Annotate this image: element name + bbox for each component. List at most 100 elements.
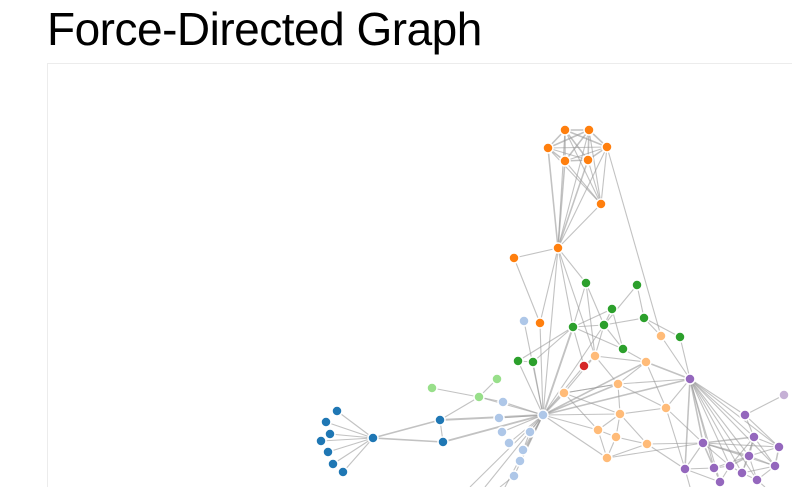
graph-link <box>557 146 608 249</box>
graph-link <box>513 257 541 324</box>
graph-link <box>588 129 602 205</box>
graph-node[interactable] <box>655 330 667 342</box>
graph-node[interactable] <box>315 435 327 447</box>
graph-node[interactable] <box>714 476 726 487</box>
graph-link <box>517 360 544 416</box>
graph-node[interactable] <box>610 431 622 443</box>
graph-node[interactable] <box>640 356 652 368</box>
graph-node[interactable] <box>503 437 515 449</box>
graph-node[interactable] <box>748 431 760 443</box>
graph-link <box>606 146 662 337</box>
graph-node[interactable] <box>493 412 505 424</box>
graph-node[interactable] <box>660 402 672 414</box>
graph-node[interactable] <box>631 279 643 291</box>
graph-node[interactable] <box>580 277 592 289</box>
graph-node[interactable] <box>601 141 613 153</box>
graph-link <box>606 443 648 459</box>
graph-node[interactable] <box>491 373 503 385</box>
graph-node[interactable] <box>518 315 530 327</box>
graph-node[interactable] <box>552 242 564 254</box>
graph-node[interactable] <box>426 382 438 394</box>
graph-node[interactable] <box>578 360 590 372</box>
graph-node[interactable] <box>508 470 520 482</box>
graph-link <box>542 414 599 431</box>
graph-node[interactable] <box>497 396 509 408</box>
graph-node[interactable] <box>697 437 709 449</box>
graph-link <box>517 326 574 362</box>
graph-node[interactable] <box>736 467 748 479</box>
graph-node[interactable] <box>612 378 624 390</box>
graph-node[interactable] <box>606 303 618 315</box>
graph-node[interactable] <box>567 321 579 333</box>
graph-node[interactable] <box>684 373 696 385</box>
graph-node[interactable] <box>473 391 485 403</box>
graph-node[interactable] <box>537 409 549 421</box>
graph-node[interactable] <box>437 436 449 448</box>
graph-node[interactable] <box>559 124 571 136</box>
graph-node[interactable] <box>724 460 736 472</box>
graph-node[interactable] <box>512 355 524 367</box>
graph-link <box>643 317 681 338</box>
graph-node[interactable] <box>739 409 751 421</box>
graph-link <box>744 394 785 416</box>
graph-link <box>542 326 574 416</box>
graph-node[interactable] <box>496 426 508 438</box>
graph-node[interactable] <box>320 416 332 428</box>
graph-node[interactable] <box>743 450 755 462</box>
graph-link <box>484 414 544 487</box>
graph-node[interactable] <box>598 319 610 331</box>
graph-link <box>563 392 599 431</box>
graph-link <box>665 407 704 444</box>
graph-node[interactable] <box>708 462 720 474</box>
graph-link <box>665 378 691 409</box>
graph-link <box>572 282 587 328</box>
graph-node[interactable] <box>583 124 595 136</box>
graph-node[interactable] <box>601 452 613 464</box>
graph-node[interactable] <box>542 142 554 154</box>
graph-link <box>684 468 721 483</box>
graph-link <box>702 442 731 467</box>
graph-node[interactable] <box>434 414 446 426</box>
graph-node[interactable] <box>367 432 379 444</box>
graph-node[interactable] <box>617 343 629 355</box>
graph-node[interactable] <box>751 474 763 486</box>
graph-node[interactable] <box>331 405 343 417</box>
graph-link <box>372 419 441 439</box>
graph-node[interactable] <box>322 446 334 458</box>
page-title: Force-Directed Graph <box>47 3 482 55</box>
graph-node[interactable] <box>614 408 626 420</box>
graph-node[interactable] <box>778 389 790 401</box>
graph-node[interactable] <box>508 252 520 264</box>
graph-node[interactable] <box>769 460 781 472</box>
graph-node[interactable] <box>527 356 539 368</box>
graph-link <box>542 378 691 416</box>
graph-node[interactable] <box>324 428 336 440</box>
graph-node[interactable] <box>589 350 601 362</box>
graph-node[interactable] <box>524 426 536 438</box>
graph-node[interactable] <box>582 154 594 166</box>
graph-link <box>542 414 608 459</box>
graph-node[interactable] <box>517 444 529 456</box>
graph-link <box>689 378 743 474</box>
graph-link <box>684 378 691 470</box>
graph-link <box>645 361 691 380</box>
graph-link <box>702 436 755 444</box>
graph-link <box>532 361 544 416</box>
graph-node[interactable] <box>559 155 571 167</box>
graph-node[interactable] <box>595 198 607 210</box>
graph-node[interactable] <box>773 441 785 453</box>
graph-node[interactable] <box>641 438 653 450</box>
graph-node[interactable] <box>327 458 339 470</box>
graph-node[interactable] <box>638 312 650 324</box>
graph-link <box>478 396 544 416</box>
graph-node[interactable] <box>558 387 570 399</box>
graph-node[interactable] <box>592 424 604 436</box>
graph-node[interactable] <box>679 463 691 475</box>
graph-node[interactable] <box>534 317 546 329</box>
graph-node[interactable] <box>514 455 526 467</box>
graph-link <box>539 247 559 324</box>
graph-link <box>665 407 686 470</box>
graph-node[interactable] <box>337 466 349 478</box>
graph-node[interactable] <box>674 331 686 343</box>
